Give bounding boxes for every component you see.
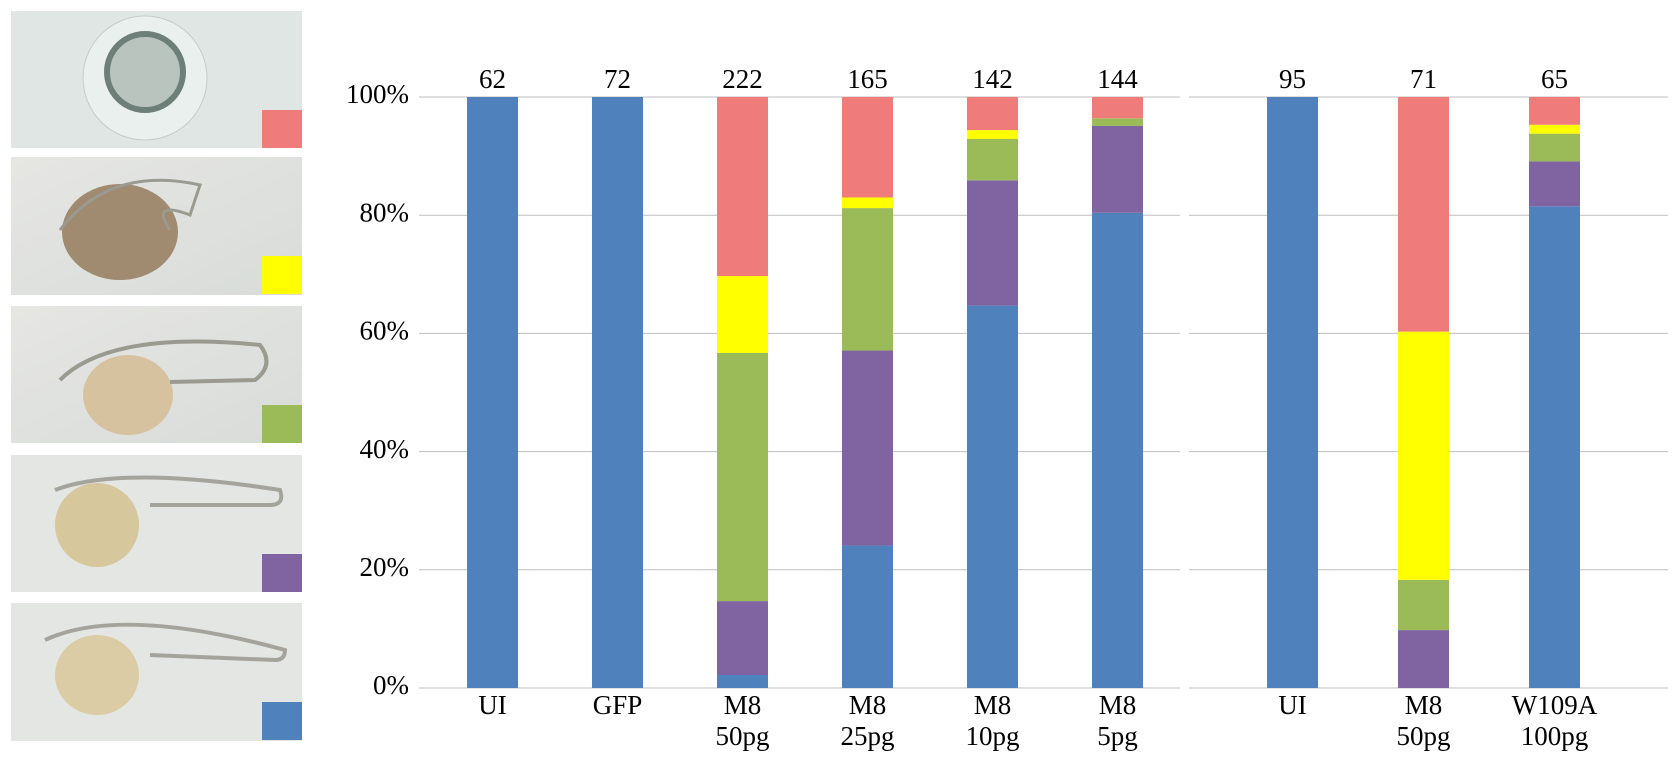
bar-segment <box>1529 206 1580 688</box>
x-tick-label: M8 <box>724 690 762 720</box>
bar-segment <box>1529 97 1580 125</box>
embryo <box>55 483 139 567</box>
bar-segment <box>467 97 518 688</box>
bar-segment <box>967 180 1018 306</box>
bar-segment <box>717 352 768 602</box>
embryo <box>44 622 288 663</box>
bar-segment <box>967 305 1018 688</box>
bar-segment <box>717 601 768 675</box>
x-tick-label: 50pg <box>716 721 770 751</box>
bar-segment <box>1092 125 1143 213</box>
count-label: 222 <box>722 64 763 94</box>
x-tick-label: 50pg <box>1397 721 1451 751</box>
y-tick-label: 80% <box>360 197 410 227</box>
count-label: 62 <box>479 64 506 94</box>
embryo <box>55 635 139 715</box>
bar-segment <box>1398 331 1449 580</box>
legend-swatch <box>262 110 302 148</box>
x-tick-label: W109A <box>1512 690 1598 720</box>
bar-segment <box>1529 161 1580 207</box>
embryo <box>62 184 178 280</box>
bar-segment <box>967 130 1018 139</box>
bar-segment <box>717 674 768 688</box>
count-label: 144 <box>1097 64 1138 94</box>
count-label: 71 <box>1410 64 1437 94</box>
legend-swatch <box>262 405 302 443</box>
bar-segment <box>1398 97 1449 332</box>
y-tick-label: 20% <box>360 552 410 582</box>
y-tick-label: 0% <box>373 670 409 700</box>
embryo-image <box>11 455 302 592</box>
x-tick-label: M8 <box>1405 690 1443 720</box>
bar-segment <box>1529 133 1580 162</box>
bar-segment <box>842 197 893 209</box>
x-tick-label: 25pg <box>841 721 895 751</box>
bar-segment <box>1529 124 1580 134</box>
count-label: 95 <box>1279 64 1306 94</box>
x-tick-label: M8 <box>1099 690 1137 720</box>
embryo-image <box>11 603 302 741</box>
count-label: 165 <box>847 64 888 94</box>
x-tick-label: 100pg <box>1521 721 1589 751</box>
x-tick-label: GFP <box>593 690 643 720</box>
legend-swatch <box>262 702 302 740</box>
bar-segment <box>967 138 1018 181</box>
x-tick-label: M8 <box>849 690 887 720</box>
y-tick-label: 40% <box>360 434 410 464</box>
bar-segment <box>592 97 643 688</box>
bar-segment <box>1092 97 1143 119</box>
bar-segment <box>842 97 893 198</box>
embryo <box>58 339 269 384</box>
embryo <box>58 178 202 231</box>
bar-segment <box>842 545 893 688</box>
bar-segment <box>1267 97 1318 688</box>
bar-segment <box>967 97 1018 131</box>
bar-segment <box>842 208 893 351</box>
count-label: 142 <box>972 64 1013 94</box>
x-tick-label: M8 <box>974 690 1012 720</box>
embryo <box>83 355 173 435</box>
x-tick-label: UI <box>1278 690 1307 720</box>
x-tick-label: UI <box>478 690 507 720</box>
bar-segment <box>1092 212 1143 688</box>
y-tick-label: 60% <box>360 316 410 346</box>
x-tick-label: 5pg <box>1097 721 1138 751</box>
count-label: 65 <box>1541 64 1568 94</box>
bar-segment <box>717 97 768 277</box>
legend-swatch <box>262 256 302 294</box>
x-tick-label: 10pg <box>966 721 1020 751</box>
bar-segment <box>842 350 893 546</box>
bar-segment <box>1092 118 1143 126</box>
bar-segment <box>1398 630 1449 688</box>
count-label: 72 <box>604 64 631 94</box>
embryo <box>104 31 186 113</box>
legend-swatch <box>262 554 302 592</box>
bar-segment <box>717 276 768 353</box>
embryo-images <box>11 11 302 741</box>
embryo <box>54 475 284 507</box>
bar-segment <box>1398 579 1449 631</box>
y-tick-label: 100% <box>346 79 409 109</box>
